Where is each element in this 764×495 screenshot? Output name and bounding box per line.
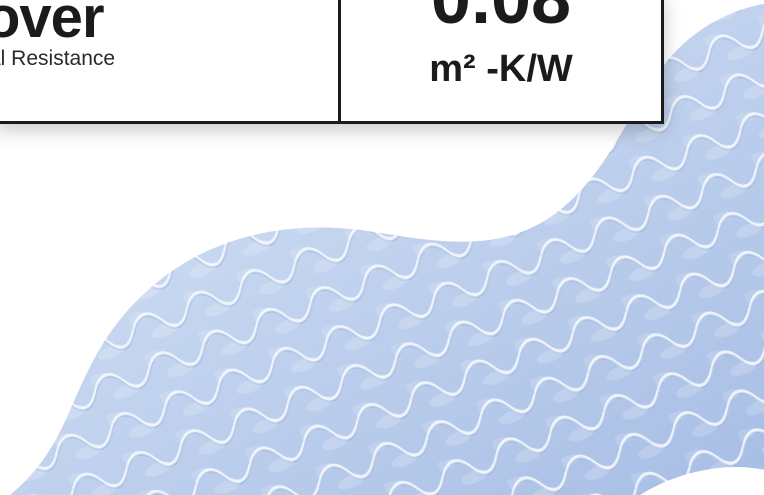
- product-title: over: [0, 0, 105, 50]
- spec-card: over al Resistance 0.08 m² -K/W: [0, 0, 664, 124]
- resistance-value: 0.08: [341, 0, 661, 35]
- resistance-unit: m² -K/W: [429, 48, 573, 90]
- value-cell: 0.08 m² -K/W: [341, 0, 661, 121]
- product-cell: over al Resistance: [0, 0, 341, 121]
- property-label: al Resistance: [0, 47, 116, 70]
